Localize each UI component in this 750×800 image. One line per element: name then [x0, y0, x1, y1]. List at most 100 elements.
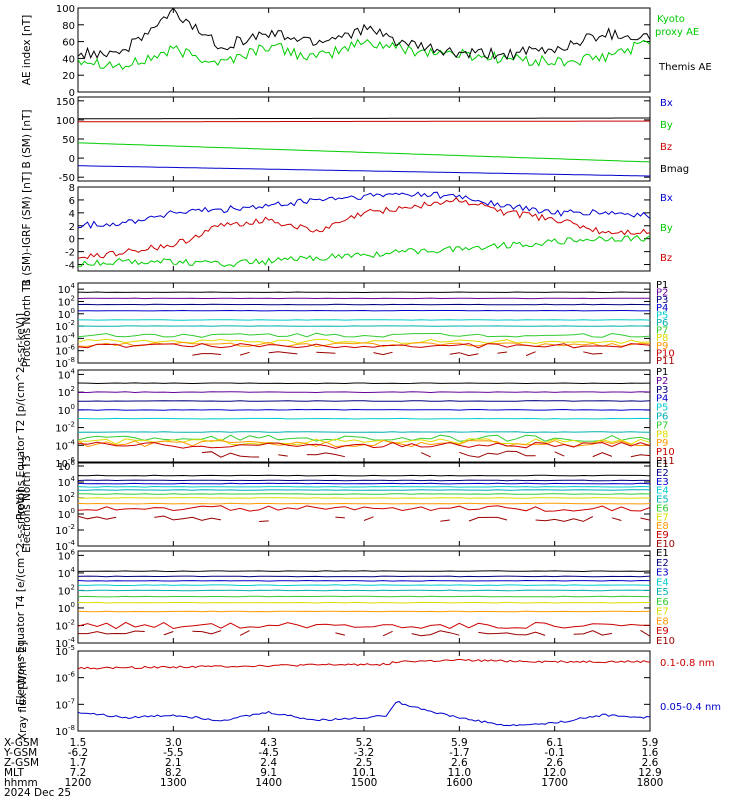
series-line-0: [78, 165, 650, 177]
legend-entry: E5: [656, 587, 669, 598]
level-line-9: [478, 631, 546, 636]
level-line-1: [78, 575, 650, 578]
eph-value: 2.6: [546, 757, 563, 769]
y-tick-label: 0: [69, 235, 75, 246]
series-line-1: [78, 700, 650, 727]
level-line-10: [449, 352, 479, 357]
legend-entry: E2: [656, 468, 669, 479]
level-line-0: [78, 474, 650, 477]
legend-entry: P4: [656, 394, 668, 405]
legend-entry: P2: [656, 376, 668, 387]
legend-entry: P3: [656, 385, 668, 396]
level-line-4: [78, 417, 650, 420]
legend-entry: Bx: [660, 98, 673, 109]
y-tick-label: 10-8: [55, 724, 75, 738]
level-line-5: [78, 431, 650, 433]
y-tick-label: -50: [59, 173, 75, 184]
y-axis-label: B (SM)-IGRF (SM) [nT]: [21, 172, 33, 287]
eph-value: 1600: [445, 777, 473, 789]
legend-entry: E9: [656, 626, 669, 637]
series-line-1: [78, 8, 650, 61]
series-line-3: [78, 117, 650, 120]
y-tick-label: 8: [69, 183, 75, 194]
y-tick-label: -4: [65, 261, 75, 272]
eph-value: 1200: [64, 777, 92, 789]
legend-entry: E5: [656, 495, 669, 506]
level-line-1: [78, 479, 650, 482]
y-tick-label: 106: [58, 548, 76, 562]
eph-date: 2024 Dec 25: [4, 787, 72, 799]
eph-value: -0.1: [544, 747, 565, 759]
level-line-10: [201, 451, 260, 458]
y-tick-label: 102: [58, 491, 75, 505]
eph-value: 1.6: [641, 747, 659, 759]
level-line-10: [497, 351, 508, 354]
eph-value: 9.1: [260, 767, 277, 779]
panel-frame: [77, 282, 651, 364]
level-line-1: [78, 297, 650, 300]
level-line-4: [78, 489, 650, 491]
legend-entry: E10: [656, 636, 675, 647]
legend-entry: E9: [656, 530, 669, 541]
level-line-9: [78, 441, 650, 449]
level-line-7: [78, 610, 650, 613]
y-tick-label: 10-2: [55, 421, 75, 435]
level-line-10: [306, 452, 346, 458]
legend-entry: P11: [656, 456, 675, 467]
panel-frame: [77, 369, 651, 464]
y-tick-label: 6: [69, 196, 75, 207]
legend-entry: E3: [656, 477, 669, 488]
eph-value: 5.9: [450, 737, 468, 749]
eph-value: 1300: [159, 777, 187, 789]
eph-value: 7.2: [69, 767, 87, 779]
legend-entry: Bz: [660, 142, 672, 153]
legend-entry: E8: [656, 616, 669, 627]
level-line-9: [239, 630, 250, 636]
y-axis-label: Electrons North T3: [21, 455, 33, 553]
level-line-9: [382, 630, 393, 637]
legend-entry: P9: [656, 341, 668, 352]
level-line-10: [192, 353, 222, 356]
level-line-5: [78, 595, 650, 598]
level-line-3: [78, 584, 650, 587]
level-line-1: [78, 391, 650, 394]
level-line-10: [373, 351, 393, 356]
series-line-0: [78, 658, 650, 670]
level-line-9: [611, 517, 622, 521]
series-line-2: [78, 197, 650, 260]
y-tick-label: 80: [62, 21, 75, 32]
legend-entry: P2: [656, 288, 668, 299]
y-tick-label: 10-6: [55, 671, 75, 685]
y-axis-label: AE index [nT]: [21, 15, 33, 85]
legend-entry: P7: [656, 326, 668, 337]
level-line-5: [78, 493, 650, 495]
y-tick-label: 100: [56, 116, 75, 127]
level-line-0: [78, 570, 650, 573]
eph-label-mlt: MLT: [4, 767, 24, 779]
legend-entry: P1: [656, 367, 668, 378]
y-axis-label: Protons North T1: [21, 279, 33, 367]
legend-entry: E6: [656, 503, 669, 514]
level-line-7: [78, 502, 650, 505]
eph-label-zgsm: Z-GSM: [4, 757, 40, 769]
legend-entry: P1: [656, 280, 668, 291]
legend-entry: By: [660, 223, 673, 234]
legend-entry: P3: [656, 295, 668, 306]
y-axis-label: B (SM) [nT]: [21, 109, 33, 168]
level-line-3: [78, 408, 650, 411]
y-tick-label: 10-7: [55, 697, 75, 711]
eph-value: 1400: [255, 777, 283, 789]
legend-entry: P5: [656, 310, 668, 321]
y-tick-label: 106: [58, 459, 76, 473]
legend-entry: P8: [656, 429, 668, 440]
level-line-0: [78, 382, 650, 385]
legend-entry: P6: [656, 412, 668, 423]
legend-entry: P8: [656, 333, 668, 344]
y-tick-label: 4: [69, 209, 75, 220]
level-line-9: [154, 515, 222, 521]
y-tick-label: 60: [62, 38, 75, 49]
level-line-9: [468, 516, 508, 522]
legend-entry: E1: [656, 459, 669, 470]
y-tick-label: 10-2: [55, 523, 75, 537]
series-line-1: [78, 142, 650, 163]
